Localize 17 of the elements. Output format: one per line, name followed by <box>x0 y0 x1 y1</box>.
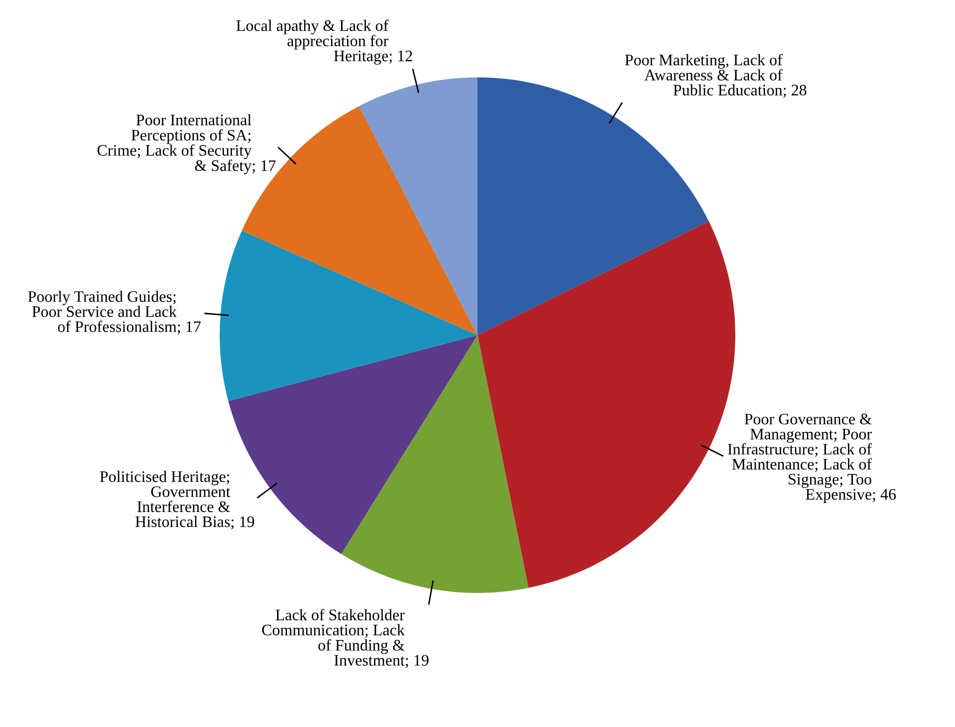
pie-slice <box>220 230 478 402</box>
slice-label: Poor Marketing, Lack of Awareness & Lack of Public Education <box>625 54 783 96</box>
pie-slice <box>359 77 478 336</box>
slice-label: Local apathy & Lack of appreciation for Heritage <box>236 20 388 65</box>
slice-label: Politicised Heritage; Government Interference & Historical Bias <box>100 470 230 528</box>
slice-label: Poor Governance & Management; Poor Infrastructure; Lack of Maintenance; Lack of Signage; Too Expensive <box>728 414 872 503</box>
data-label: ; 46 <box>872 488 896 502</box>
data-label: ; 19 <box>406 654 428 668</box>
slice-label: Lack of Stakeholder Communication; Lack of Funding & Investment <box>262 608 405 666</box>
data-label: ; 28 <box>783 84 806 98</box>
data-label: ; 19 <box>231 516 254 530</box>
slice-label: Poor International Perceptions of SA; Crime; Lack of Security & Safety <box>98 114 252 174</box>
data-label: ; 17 <box>178 321 201 334</box>
data-label: ; 17 <box>252 160 276 174</box>
slice-label: Poorly Trained Guides; Poor Service and Lack of Professionalism <box>28 290 177 332</box>
pie-slice <box>341 335 528 593</box>
data-label: ; 12 <box>389 50 412 64</box>
